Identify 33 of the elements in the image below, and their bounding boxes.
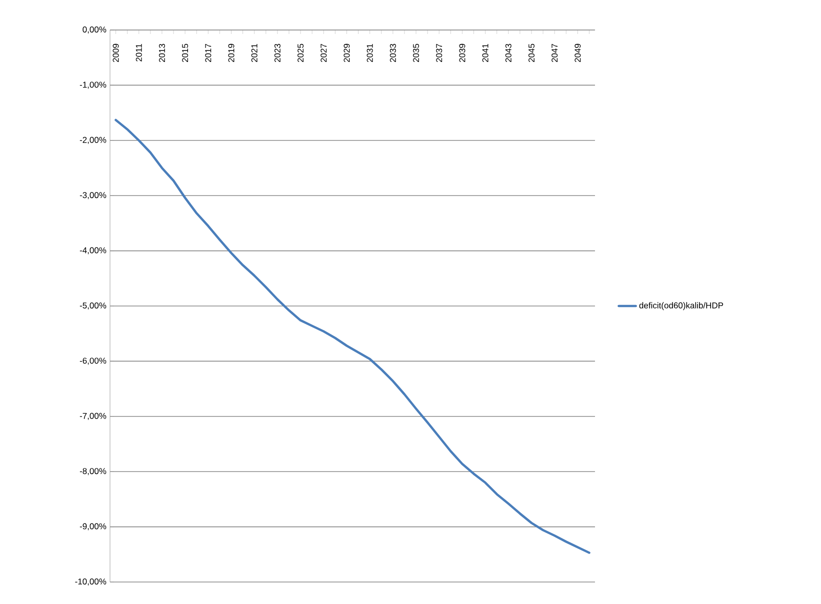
x-tick-label: 2041 xyxy=(482,44,488,62)
y-tick-label: -8,00% xyxy=(80,468,106,476)
y-tick-label: -9,00% xyxy=(80,523,106,530)
x-tick-label: 2023 xyxy=(274,44,280,62)
y-tick-label: 0,00% xyxy=(82,26,106,34)
x-tick-label: 2017 xyxy=(205,44,212,62)
x-tick-label: 2043 xyxy=(505,44,512,62)
y-tick-label: -5,00% xyxy=(80,302,106,310)
x-tick-label: 2027 xyxy=(320,44,327,62)
y-tick-label: -7,00% xyxy=(80,412,106,420)
x-tick-label: 2021 xyxy=(251,44,258,62)
x-tick-label: 2039 xyxy=(459,44,466,62)
x-tick-label: 2013 xyxy=(158,44,165,62)
x-tick-label: 2009 xyxy=(112,44,119,62)
x-tick-label: 2033 xyxy=(390,44,396,62)
x-tick-label: 2025 xyxy=(298,44,304,62)
x-tick-label: 2035 xyxy=(413,44,420,62)
x-tick-label: 2031 xyxy=(366,44,373,62)
y-tick-label: -10,00% xyxy=(75,578,106,586)
y-tick-label: -3,00% xyxy=(80,192,106,200)
y-tick-label: -2,00% xyxy=(80,136,106,144)
legend-label: deficit(od60)kalib/HDP xyxy=(639,302,724,310)
x-tick-label: 2045 xyxy=(528,44,534,62)
y-tick-label: -6,00% xyxy=(80,358,106,365)
x-tick-label: 2015 xyxy=(182,44,188,62)
y-tick-label: -1,00% xyxy=(80,82,106,89)
x-tick-label: 2029 xyxy=(344,44,350,62)
x-tick-label: 2019 xyxy=(228,44,234,62)
x-tick-label: 2049 xyxy=(574,44,581,62)
x-tick-label: 2037 xyxy=(436,44,442,62)
x-tick-label: 2047 xyxy=(552,44,558,62)
x-tick-label: 2011 xyxy=(136,44,142,62)
y-tick-label: -4,00% xyxy=(80,247,106,254)
